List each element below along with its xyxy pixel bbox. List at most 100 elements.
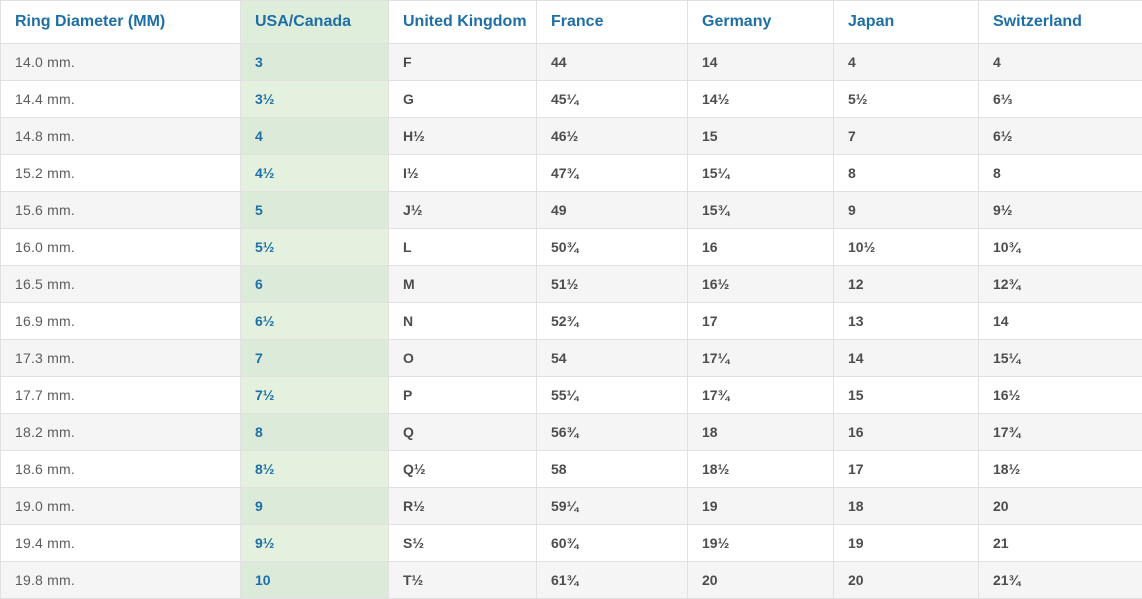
cell-switzerland: 21 — [978, 524, 1142, 562]
cell-switzerland: 16½ — [978, 376, 1142, 414]
cell-germany: 19 — [687, 487, 834, 525]
cell-germany: 14 — [687, 43, 834, 81]
cell-diameter: 15.2 mm. — [0, 154, 241, 192]
cell-switzerland: 12¾ — [978, 265, 1142, 303]
table-row: 14.8 mm. 4 H½ 46½ 15 7 6½ — [0, 117, 1142, 155]
cell-japan: 20 — [833, 561, 979, 599]
cell-france: 55¼ — [536, 376, 688, 414]
cell-usa-canada: 5 — [240, 191, 389, 229]
cell-france: 56¾ — [536, 413, 688, 451]
cell-japan: 14 — [833, 339, 979, 377]
cell-diameter: 18.2 mm. — [0, 413, 241, 451]
cell-germany: 17¾ — [687, 376, 834, 414]
cell-united-kingdom: Q½ — [388, 450, 537, 488]
cell-usa-canada: 3 — [240, 43, 389, 81]
cell-diameter: 17.7 mm. — [0, 376, 241, 414]
cell-germany: 18 — [687, 413, 834, 451]
cell-diameter: 16.9 mm. — [0, 302, 241, 340]
cell-france: 50¾ — [536, 228, 688, 266]
cell-france: 58 — [536, 450, 688, 488]
cell-diameter: 14.4 mm. — [0, 80, 241, 118]
cell-usa-canada: 6½ — [240, 302, 389, 340]
cell-united-kingdom: I½ — [388, 154, 537, 192]
cell-united-kingdom: S½ — [388, 524, 537, 562]
table-row: 19.0 mm. 9 R½ 59¼ 19 18 20 — [0, 487, 1142, 525]
header-cell-diameter: Ring Diameter (MM) — [0, 0, 241, 44]
cell-usa-canada: 7½ — [240, 376, 389, 414]
header-cell-united-kingdom: United Kingdom — [388, 0, 537, 44]
cell-diameter: 17.3 mm. — [0, 339, 241, 377]
cell-usa-canada: 9 — [240, 487, 389, 525]
cell-usa-canada: 10 — [240, 561, 389, 599]
cell-usa-canada: 9½ — [240, 524, 389, 562]
cell-usa-canada: 7 — [240, 339, 389, 377]
cell-germany: 16½ — [687, 265, 834, 303]
cell-france: 54 — [536, 339, 688, 377]
cell-germany: 15¼ — [687, 154, 834, 192]
cell-japan: 12 — [833, 265, 979, 303]
cell-japan: 7 — [833, 117, 979, 155]
cell-diameter: 15.6 mm. — [0, 191, 241, 229]
cell-germany: 18½ — [687, 450, 834, 488]
cell-japan: 15 — [833, 376, 979, 414]
cell-diameter: 19.0 mm. — [0, 487, 241, 525]
cell-usa-canada: 4 — [240, 117, 389, 155]
cell-united-kingdom: J½ — [388, 191, 537, 229]
table-row: 17.7 mm. 7½ P 55¼ 17¾ 15 16½ — [0, 376, 1142, 414]
header-cell-usa-canada: USA/Canada — [240, 0, 389, 44]
cell-diameter: 19.4 mm. — [0, 524, 241, 562]
cell-united-kingdom: H½ — [388, 117, 537, 155]
cell-france: 60¾ — [536, 524, 688, 562]
cell-japan: 4 — [833, 43, 979, 81]
table-row: 16.5 mm. 6 M 51½ 16½ 12 12¾ — [0, 265, 1142, 303]
table-row: 15.2 mm. 4½ I½ 47¾ 15¼ 8 8 — [0, 154, 1142, 192]
cell-united-kingdom: N — [388, 302, 537, 340]
cell-switzerland: 17¾ — [978, 413, 1142, 451]
cell-germany: 15¾ — [687, 191, 834, 229]
cell-united-kingdom: T½ — [388, 561, 537, 599]
cell-france: 46½ — [536, 117, 688, 155]
cell-diameter: 18.6 mm. — [0, 450, 241, 488]
cell-france: 51½ — [536, 265, 688, 303]
cell-japan: 17 — [833, 450, 979, 488]
cell-diameter: 14.0 mm. — [0, 43, 241, 81]
cell-japan: 9 — [833, 191, 979, 229]
header-cell-japan: Japan — [833, 0, 979, 44]
cell-united-kingdom: Q — [388, 413, 537, 451]
cell-france: 45¼ — [536, 80, 688, 118]
cell-germany: 15 — [687, 117, 834, 155]
cell-diameter: 19.8 mm. — [0, 561, 241, 599]
cell-france: 47¾ — [536, 154, 688, 192]
cell-germany: 17 — [687, 302, 834, 340]
table-row: 19.8 mm. 10 T½ 61¾ 20 20 21¾ — [0, 561, 1142, 599]
cell-diameter: 16.0 mm. — [0, 228, 241, 266]
cell-switzerland: 18½ — [978, 450, 1142, 488]
header-cell-germany: Germany — [687, 0, 834, 44]
table-header: Ring Diameter (MM) USA/Canada United Kin… — [0, 0, 1142, 44]
cell-switzerland: 10¾ — [978, 228, 1142, 266]
cell-japan: 5½ — [833, 80, 979, 118]
cell-united-kingdom: R½ — [388, 487, 537, 525]
cell-switzerland: 6½ — [978, 117, 1142, 155]
cell-usa-canada: 8 — [240, 413, 389, 451]
cell-united-kingdom: G — [388, 80, 537, 118]
cell-switzerland: 14 — [978, 302, 1142, 340]
cell-usa-canada: 3½ — [240, 80, 389, 118]
cell-japan: 18 — [833, 487, 979, 525]
cell-france: 49 — [536, 191, 688, 229]
cell-united-kingdom: P — [388, 376, 537, 414]
cell-usa-canada: 6 — [240, 265, 389, 303]
table-row: 14.0 mm. 3 F 44 14 4 4 — [0, 43, 1142, 81]
cell-diameter: 16.5 mm. — [0, 265, 241, 303]
cell-japan: 8 — [833, 154, 979, 192]
cell-switzerland: 20 — [978, 487, 1142, 525]
table-row: 18.2 mm. 8 Q 56¾ 18 16 17¾ — [0, 413, 1142, 451]
cell-japan: 19 — [833, 524, 979, 562]
cell-germany: 19½ — [687, 524, 834, 562]
cell-france: 44 — [536, 43, 688, 81]
table-row: 16.0 mm. 5½ L 50¾ 16 10½ 10¾ — [0, 228, 1142, 266]
cell-diameter: 14.8 mm. — [0, 117, 241, 155]
header-cell-switzerland: Switzerland — [978, 0, 1142, 44]
